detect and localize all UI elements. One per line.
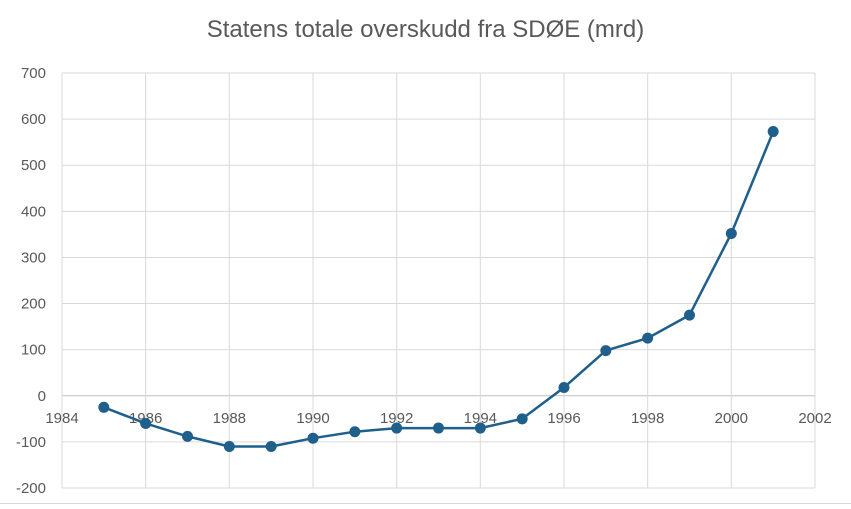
data-point: [725, 227, 737, 239]
y-tick-label: 200: [21, 296, 46, 313]
x-tick-label: 1994: [464, 410, 497, 427]
y-tick-label: -100: [16, 434, 46, 451]
x-tick-label: 2002: [798, 410, 831, 427]
data-point: [474, 422, 486, 434]
x-tick-label: 2000: [715, 410, 748, 427]
y-tick-label: -200: [16, 480, 46, 497]
y-tick-label: 700: [21, 65, 46, 82]
data-point: [516, 413, 528, 425]
x-tick-label: 1990: [296, 410, 329, 427]
data-point: [391, 422, 403, 434]
data-point: [349, 426, 361, 438]
x-tick-label: 1984: [45, 410, 78, 427]
y-tick-label: 600: [21, 111, 46, 128]
y-tick-label: 300: [21, 249, 46, 266]
x-tick-label: 1992: [380, 410, 413, 427]
y-tick-label: 400: [21, 203, 46, 220]
data-point: [767, 126, 779, 138]
chart-title: Statens totale overskudd fra SDØE (mrd): [206, 16, 645, 43]
frame-divider: [0, 503, 851, 504]
data-point: [684, 309, 695, 321]
data-point: [558, 381, 570, 393]
data-point: [600, 345, 612, 357]
x-tick-label: 1988: [213, 410, 246, 427]
y-tick-label: 100: [21, 342, 46, 359]
data-point: [433, 422, 444, 434]
data-point: [642, 332, 654, 344]
data-point: [223, 441, 235, 452]
data-point: [182, 430, 193, 442]
y-tick-label: 500: [21, 157, 46, 174]
data-point: [98, 401, 110, 413]
series-line: [103, 131, 775, 448]
x-tick-label: 1998: [631, 410, 664, 427]
data-point: [265, 441, 277, 452]
x-tick-label: 1996: [547, 410, 580, 427]
y-tick-label: 0: [38, 388, 46, 405]
data-point: [140, 417, 152, 429]
data-point: [307, 432, 319, 444]
